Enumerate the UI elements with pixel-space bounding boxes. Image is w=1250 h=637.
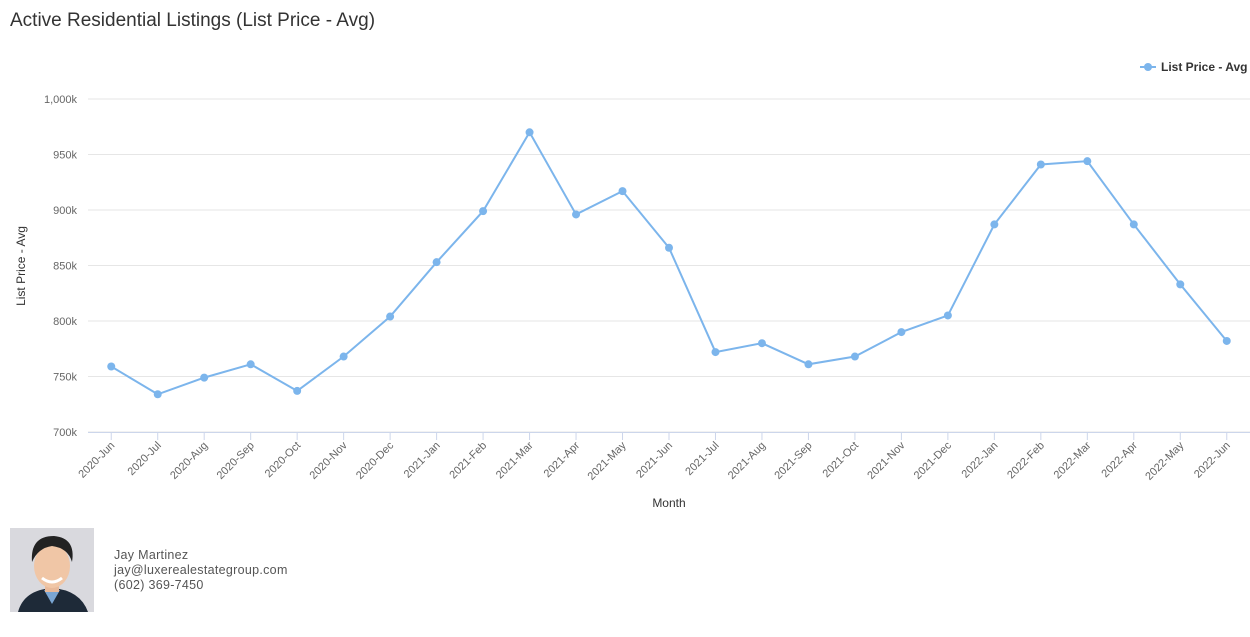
- y-tick-label: 750k: [53, 372, 77, 384]
- x-tick-label: 2020-Nov: [308, 439, 351, 482]
- data-point: [479, 207, 488, 216]
- data-point: [1176, 280, 1185, 289]
- data-point: [943, 311, 952, 320]
- agent-photo: [10, 528, 94, 612]
- data-point: [618, 187, 627, 196]
- data-point: [1129, 220, 1138, 229]
- data-point: [293, 386, 302, 395]
- data-point: [107, 362, 116, 371]
- x-tick-label: 2020-Dec: [354, 439, 397, 482]
- agent-email: jay@luxerealestategroup.com: [114, 563, 288, 577]
- x-tick-label: 2021-Mar: [494, 439, 536, 481]
- chart-title: Active Residential Listings (List Price …: [10, 10, 375, 31]
- x-tick-label: 2020-Jul: [126, 440, 164, 478]
- x-tick-label: 2020-Jun: [76, 440, 117, 481]
- data-point: [432, 258, 441, 267]
- data-point: [990, 220, 999, 229]
- agent-phone: (602) 369-7450: [114, 578, 204, 592]
- legend-symbol: [1144, 63, 1152, 71]
- x-tick-label: 2022-Jun: [1192, 440, 1233, 481]
- data-point: [804, 360, 813, 369]
- legend-label: List Price - Avg: [1161, 60, 1247, 74]
- data-point: [525, 128, 534, 137]
- y-tick-label: 950k: [53, 150, 77, 162]
- x-tick-label: 2021-Jul: [683, 440, 721, 478]
- x-tick-label: 2021-May: [586, 439, 629, 482]
- y-tick-label: 900k: [53, 205, 77, 217]
- x-tick-label: 2021-Jun: [634, 440, 675, 481]
- chart: Active Residential Listings (List Price …: [10, 10, 1250, 510]
- x-tick-label: 2020-Aug: [168, 440, 210, 482]
- x-tick-label: 2022-Apr: [1099, 439, 1140, 480]
- x-tick-label: 2020-Oct: [263, 440, 303, 480]
- series-line: [110, 130, 1228, 396]
- agent-card: Jay Martinez jay@luxerealestategroup.com…: [0, 528, 1250, 618]
- x-tick-label: 2021-Nov: [865, 439, 908, 482]
- y-tick-label: 1,000k: [44, 94, 78, 106]
- agent-name: Jay Martinez: [114, 548, 189, 562]
- x-tick-label: 2021-Aug: [726, 440, 768, 482]
- data-point: [850, 352, 859, 361]
- x-tick-label: 2021-Apr: [542, 439, 583, 480]
- y-tick-label: 850k: [53, 261, 77, 273]
- data-point: [897, 328, 906, 337]
- x-tick-label: 2021-Jan: [402, 440, 443, 481]
- x-tick-label: 2022-May: [1143, 439, 1186, 482]
- data-point: [1083, 157, 1092, 166]
- x-tick-label: 2021-Sep: [772, 440, 814, 482]
- data-point: [711, 348, 720, 357]
- x-tick-label: 2021-Dec: [912, 439, 955, 482]
- data-point: [200, 373, 209, 382]
- y-tick-label: 800k: [53, 316, 77, 328]
- data-point: [757, 339, 766, 348]
- data-point: [339, 352, 348, 361]
- x-tick-label: 2021-Feb: [447, 440, 489, 482]
- data-point: [386, 312, 395, 321]
- x-tick-label: 2022-Feb: [1005, 440, 1047, 482]
- data-point: [246, 360, 255, 369]
- y-axis-title: List Price - Avg: [14, 226, 28, 306]
- data-point: [665, 243, 673, 252]
- contact-info: Jay Martinez jay@luxerealestategroup.com…: [114, 548, 288, 593]
- data-point: [153, 390, 162, 399]
- x-tick-label: 2022-Mar: [1052, 439, 1094, 481]
- data-point: [572, 210, 581, 219]
- x-axis-title: Month: [652, 496, 685, 510]
- x-tick-label: 2020-Sep: [215, 440, 257, 482]
- data-point: [1036, 160, 1045, 169]
- y-tick-label: 700k: [53, 427, 77, 439]
- x-tick-label: 2021-Oct: [821, 440, 861, 480]
- data-point: [1222, 336, 1231, 345]
- x-tick-label: 2022-Jan: [960, 440, 1001, 481]
